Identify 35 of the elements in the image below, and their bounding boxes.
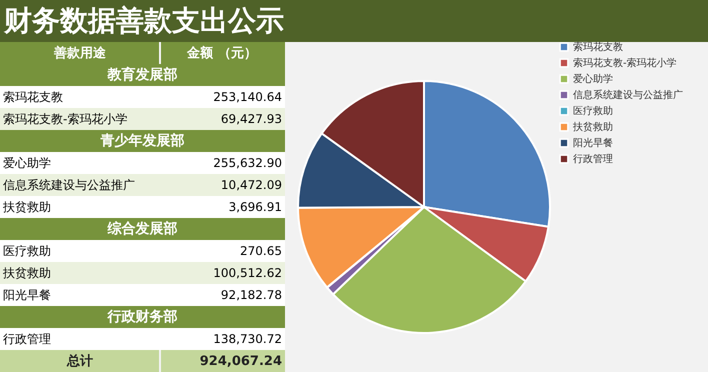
legend-label: 医疗救助 bbox=[573, 105, 613, 117]
legend-label: 阳光早餐 bbox=[573, 137, 613, 149]
category-label: 爱心助学 bbox=[3, 156, 51, 170]
legend-label: 行政管理 bbox=[573, 154, 613, 165]
data-label: 138,730.72 bbox=[213, 332, 282, 346]
category-label: 医疗救助 bbox=[3, 244, 51, 258]
data-label: 253,140.64 bbox=[213, 90, 282, 104]
text: 财务数据善款支出公示 bbox=[3, 4, 284, 37]
data-label: 10,472.09 bbox=[220, 178, 282, 192]
data-label: 270.65 bbox=[240, 244, 282, 258]
legend-label: 索玛花支教 bbox=[573, 41, 623, 53]
legend-label: 扶贫救助 bbox=[572, 121, 613, 133]
category-label: 阳光早餐 bbox=[3, 288, 51, 302]
category-label: 索玛花支教 bbox=[3, 90, 63, 104]
category-label: 行政管理 bbox=[3, 332, 51, 346]
category-label: 信息系统建设与公益推广 bbox=[3, 178, 135, 192]
data-label: 3,696.91 bbox=[228, 200, 282, 214]
category-label: 扶贫救助 bbox=[2, 200, 51, 214]
category-label: 行政财务部 bbox=[106, 308, 178, 325]
category-label: 教育发展部 bbox=[106, 66, 178, 83]
data-label: 92,182.78 bbox=[220, 288, 282, 302]
legend-label: 爱心助学 bbox=[573, 73, 613, 85]
category-label: 扶贫救助 bbox=[2, 266, 51, 280]
category-label: 索玛花支教-索玛花小学 bbox=[3, 112, 128, 126]
data-label: 69,427.93 bbox=[220, 112, 282, 126]
category-label: 青少年发展部 bbox=[100, 132, 184, 149]
data-label: 924,067.24 bbox=[200, 354, 282, 369]
data-label: 100,512.62 bbox=[213, 266, 282, 280]
data-label: 255,632.90 bbox=[213, 156, 282, 170]
category-label: 总计 bbox=[66, 353, 93, 369]
category-label: 综合发展部 bbox=[106, 220, 178, 237]
legend-label: 信息系统建设与公益推广 bbox=[573, 89, 683, 101]
text: 善款用途 bbox=[53, 45, 107, 61]
text: 金额 （元） bbox=[186, 45, 257, 61]
legend-label: 索玛花支教-索玛花小学 bbox=[573, 57, 677, 69]
